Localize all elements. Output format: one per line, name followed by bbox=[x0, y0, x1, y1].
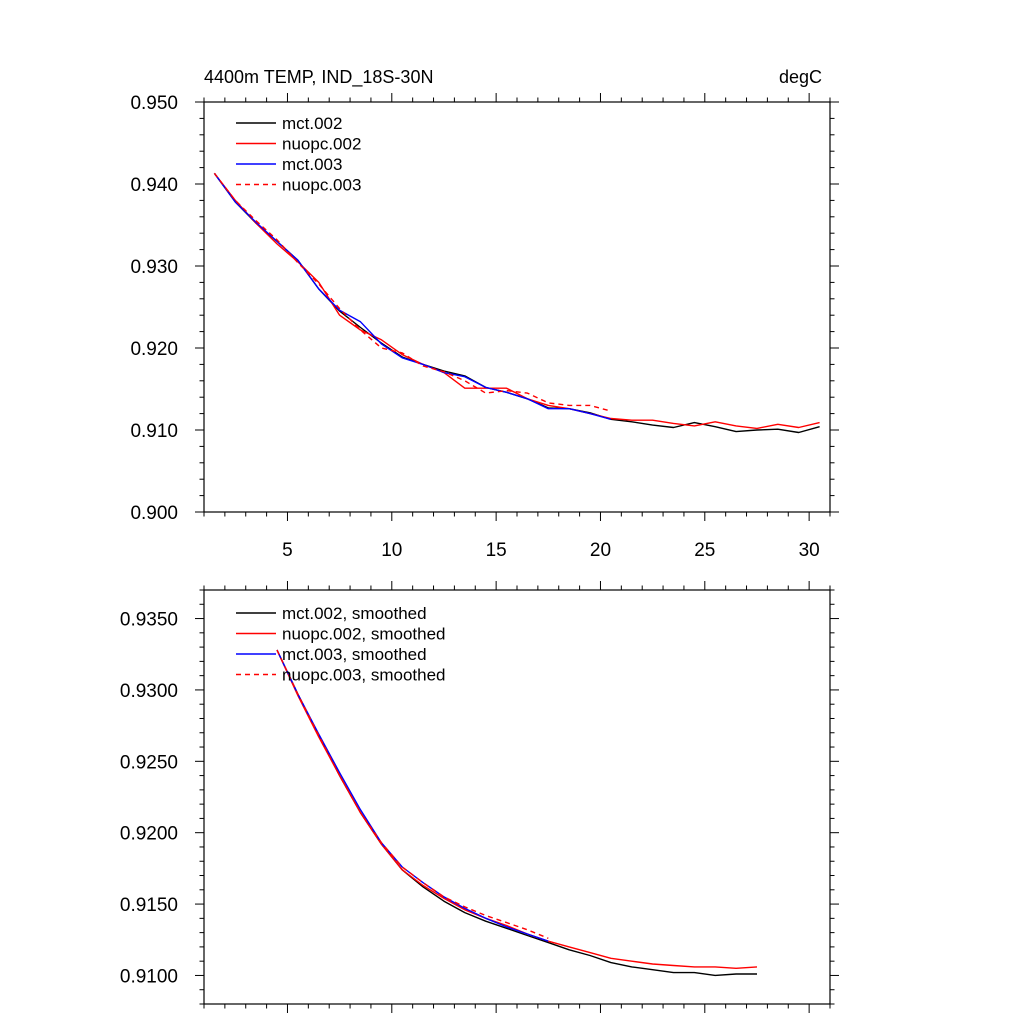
y-tick-label: 0.900 bbox=[130, 503, 178, 524]
y-tick-label: 0.940 bbox=[130, 175, 178, 196]
y-tick-label: 0.9350 bbox=[120, 610, 178, 631]
series-line-2 bbox=[213, 172, 612, 420]
y-tick-label: 0.950 bbox=[130, 93, 178, 114]
x-tick-label: 5 bbox=[282, 540, 293, 561]
legend-label: nuopc.002 bbox=[282, 135, 361, 154]
series-line-3 bbox=[276, 649, 549, 939]
x-tick-label: 25 bbox=[694, 540, 715, 561]
legend-label: nuopc.003, smoothed bbox=[282, 666, 446, 685]
y-tick-label: 0.9300 bbox=[120, 681, 178, 702]
y-tick-label: 0.9150 bbox=[120, 895, 178, 916]
y-tick-label: 0.9100 bbox=[120, 966, 178, 987]
series-line-1 bbox=[213, 172, 820, 430]
legend-label: nuopc.003 bbox=[282, 176, 361, 195]
bottom-panel: 0.9100 0.9150 0.9200 0.9250 0.9300 0.9350 mct.… bbox=[120, 581, 839, 1013]
series-line-3 bbox=[213, 172, 612, 412]
legend-label: mct.002 bbox=[282, 114, 342, 133]
legend-label: nuopc.002, smoothed bbox=[282, 625, 446, 644]
y-tick-label: 0.920 bbox=[130, 339, 178, 360]
x-tick-label: 20 bbox=[590, 540, 611, 561]
chart-title-right: degC bbox=[779, 67, 822, 87]
series-line-2 bbox=[276, 649, 549, 942]
y-tick-label: 0.910 bbox=[130, 421, 178, 442]
chart-title-left: 4400m TEMP, IND_18S-30N bbox=[204, 67, 433, 88]
x-tick-label: 30 bbox=[799, 540, 820, 561]
x-tick-label: 15 bbox=[486, 540, 507, 561]
legend-label: mct.003 bbox=[282, 155, 342, 174]
x-tick-label: 10 bbox=[381, 540, 402, 561]
series-line-1 bbox=[276, 649, 758, 969]
y-tick-label: 0.9250 bbox=[120, 752, 178, 773]
y-tick-label: 0.930 bbox=[130, 257, 178, 278]
top-panel: 5 10 15 20 25 30 0.900 0.910 0.920 0.930 0.940 0.95… bbox=[130, 93, 839, 561]
y-tick-label: 0.9200 bbox=[120, 824, 178, 845]
legend-label: mct.002, smoothed bbox=[282, 604, 427, 623]
legend-label: mct.003, smoothed bbox=[282, 645, 427, 664]
